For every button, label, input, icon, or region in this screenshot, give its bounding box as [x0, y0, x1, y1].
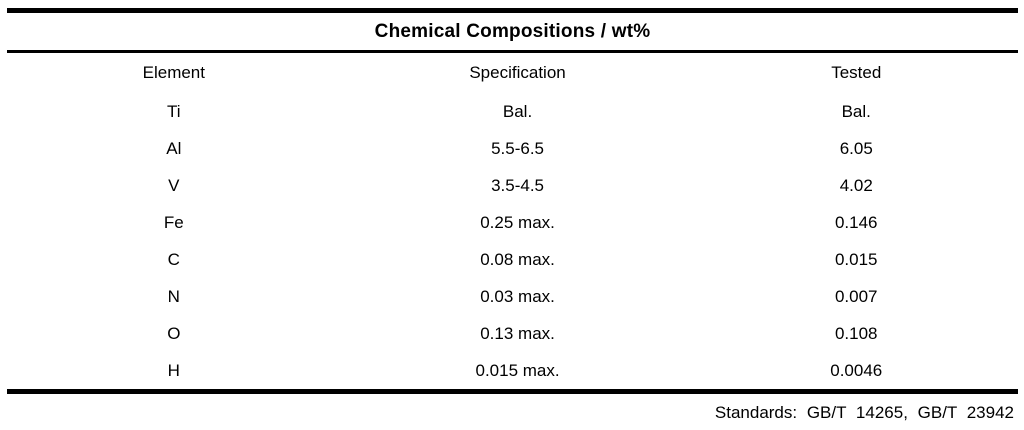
specification-cell: Bal. — [502, 101, 533, 121]
element-cell: C — [167, 249, 180, 269]
column-header-specification: Specification — [469, 63, 566, 82]
specification-cell: 0.03 max. — [480, 286, 555, 306]
element-cell: V — [168, 175, 180, 195]
specification-cell: 0.25 max. — [480, 212, 555, 232]
table-header-row: Element Specification Tested — [7, 53, 1018, 93]
table-row: C 0.08 max. 0.015 — [7, 241, 1018, 278]
table-row: V 3.5-4.5 4.02 — [7, 167, 1018, 204]
tested-cell: Bal. — [841, 101, 871, 121]
element-cell: H — [167, 360, 180, 380]
column-header-element: Element — [142, 63, 205, 82]
tested-cell: 0.108 — [834, 323, 878, 343]
specification-cell: 0.13 max. — [480, 323, 555, 343]
specification-cell: 3.5-4.5 — [491, 175, 545, 195]
composition-table: Element Specification Tested Ti Bal. Bal… — [7, 53, 1018, 389]
tested-cell: 0.146 — [834, 212, 878, 232]
bottom-rule — [7, 389, 1018, 394]
tested-cell: 0.015 — [834, 249, 878, 269]
element-cell: Fe — [163, 212, 184, 232]
specification-cell: 5.5-6.5 — [491, 138, 545, 158]
tested-cell: 0.0046 — [830, 360, 883, 380]
table-row: H 0.015 max. 0.0046 — [7, 352, 1018, 389]
specification-cell: 0.08 max. — [480, 249, 555, 269]
standards-note: Standards: GB/T 14265, GB/T 23942 — [714, 403, 1014, 422]
element-cell: Ti — [167, 101, 181, 121]
table-row: N 0.03 max. 0.007 — [7, 278, 1018, 315]
table-row: O 0.13 max. 0.108 — [7, 315, 1018, 352]
top-rule — [7, 8, 1018, 13]
tested-cell: 6.05 — [839, 138, 873, 158]
title-divider-rule — [7, 50, 1018, 53]
tested-cell: 0.007 — [834, 286, 878, 306]
table-title: Chemical Compositions / wt% — [374, 21, 651, 42]
element-cell: N — [167, 286, 180, 306]
element-cell: O — [167, 323, 181, 343]
table-row: Ti Bal. Bal. — [7, 93, 1018, 130]
table-row: Al 5.5-6.5 6.05 — [7, 130, 1018, 167]
element-cell: Al — [166, 138, 182, 158]
specification-cell: 0.015 max. — [475, 360, 560, 380]
column-header-tested: Tested — [831, 63, 882, 82]
table-row: Fe 0.25 max. 0.146 — [7, 204, 1018, 241]
tested-cell: 4.02 — [839, 175, 873, 195]
